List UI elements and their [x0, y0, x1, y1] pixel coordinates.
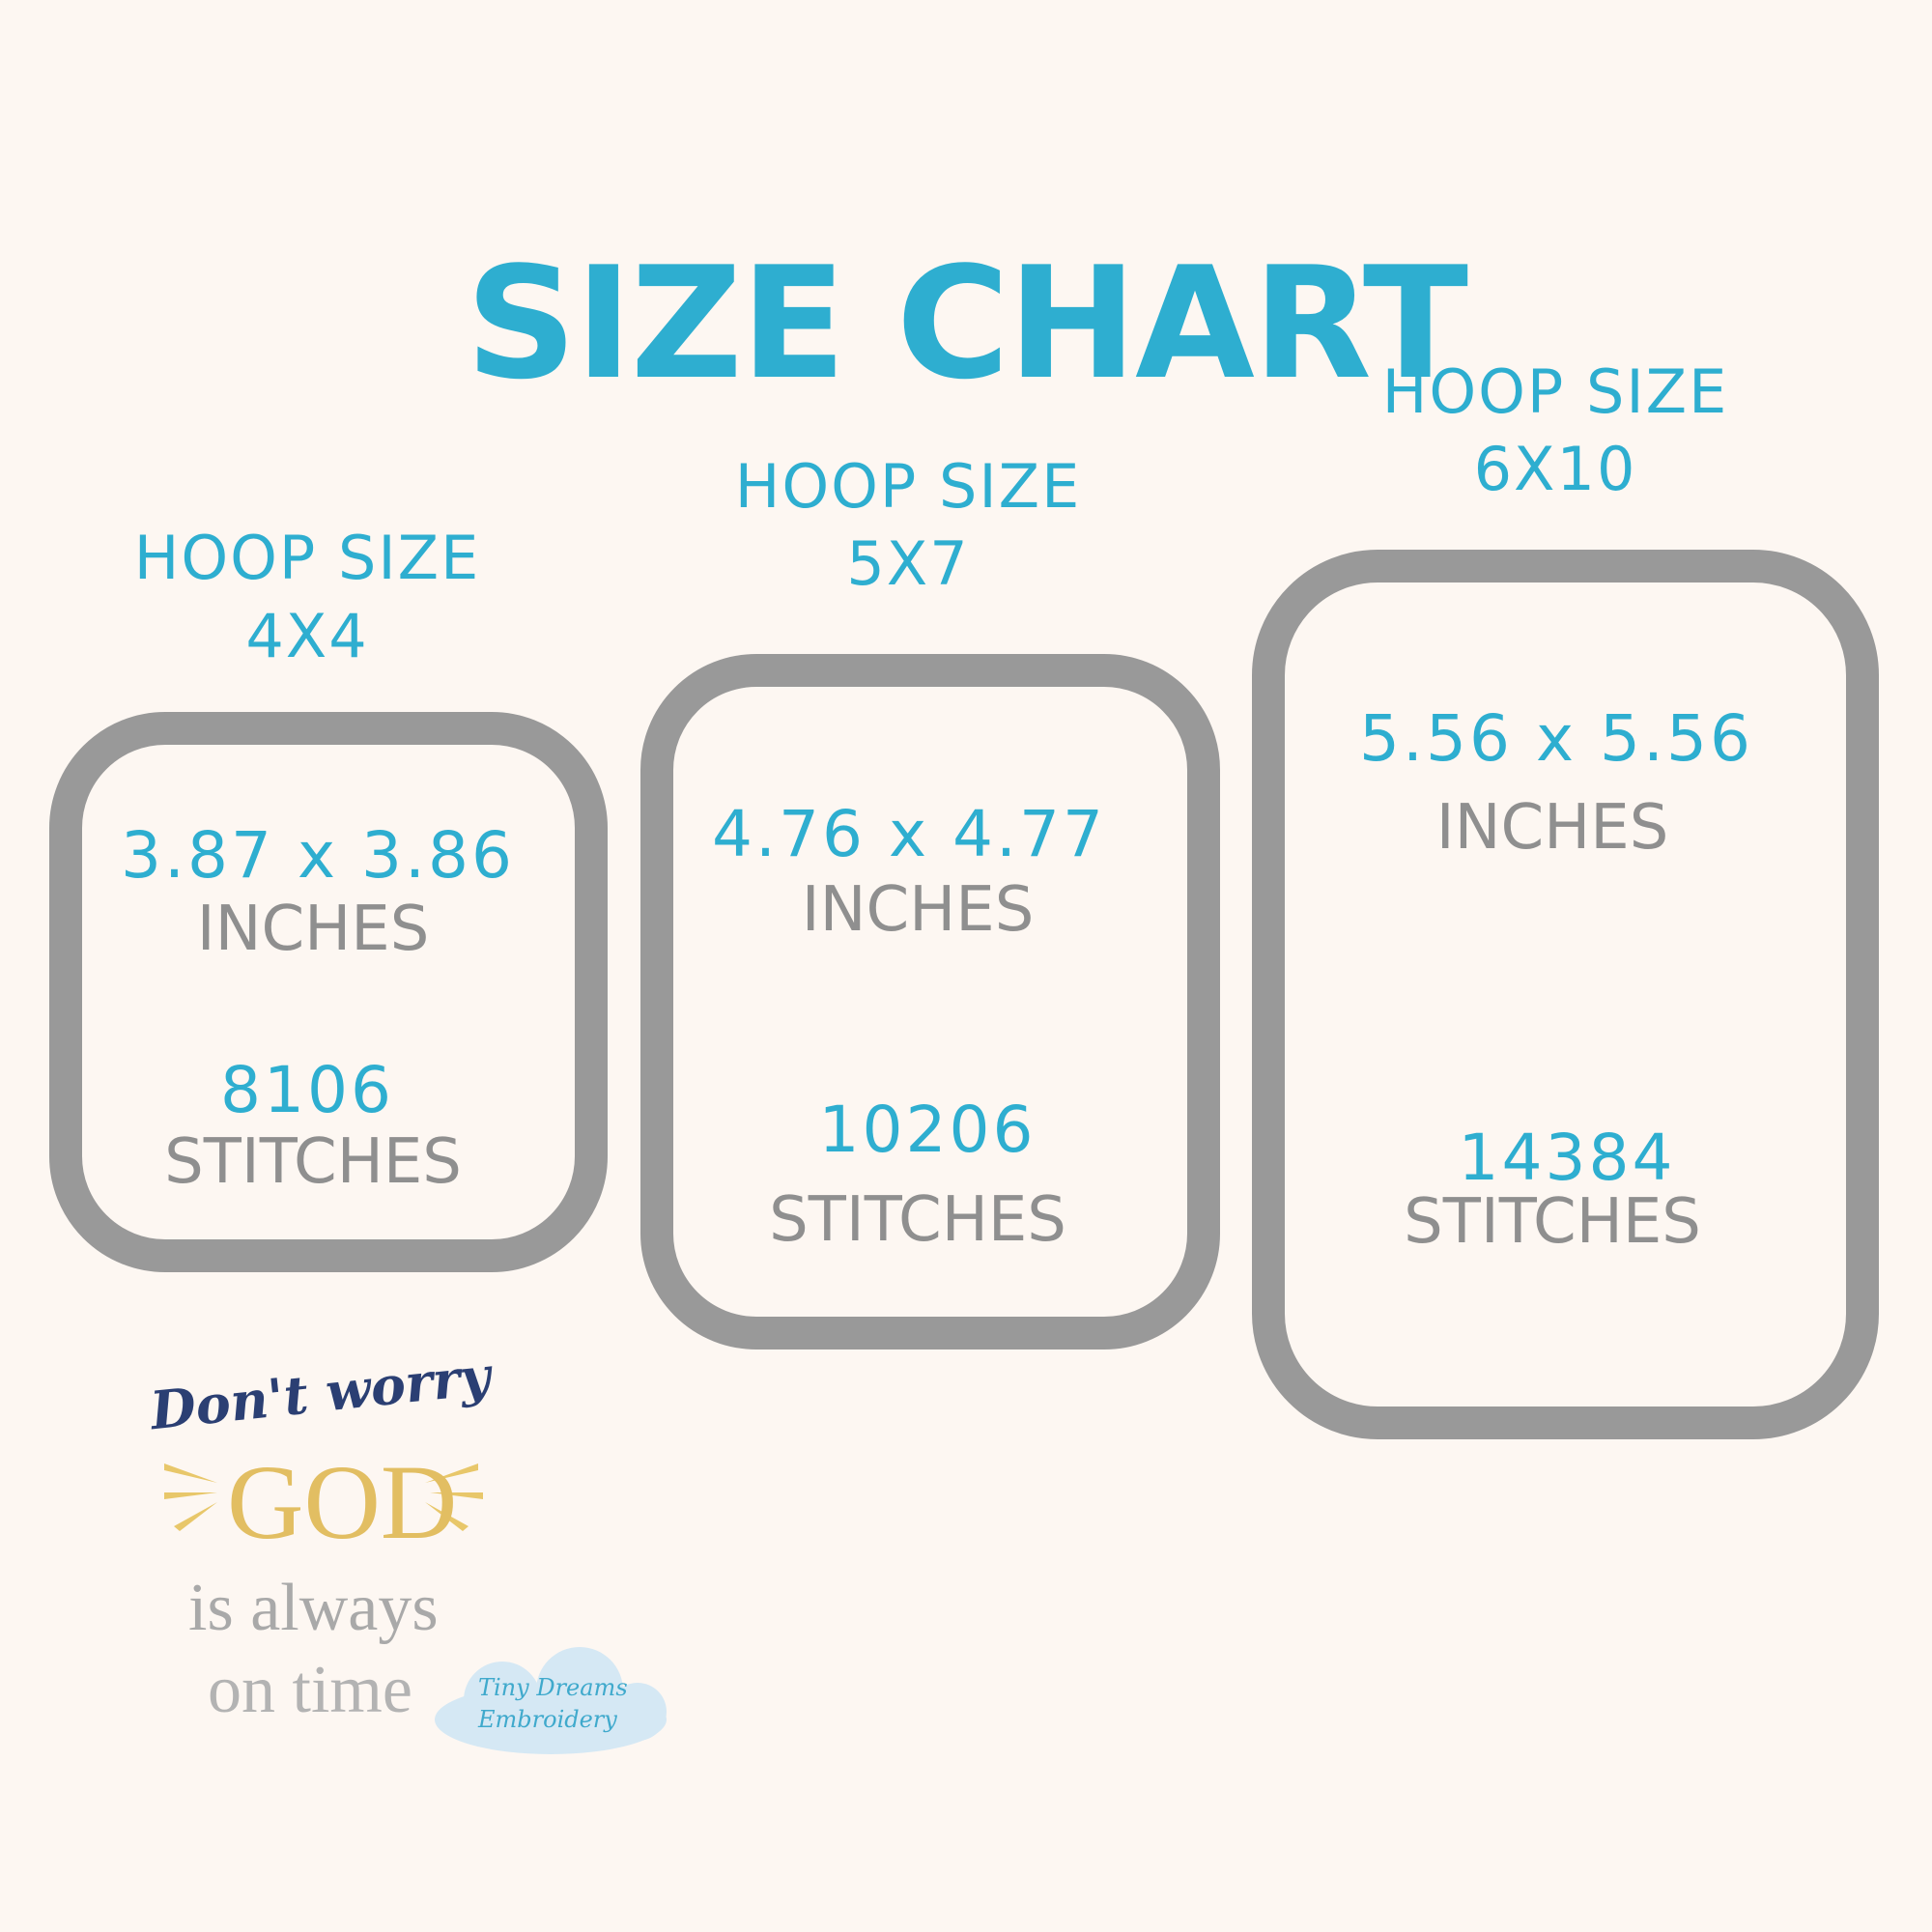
- stitch-count: 8106: [220, 1053, 394, 1127]
- sunburst-icon: [164, 1463, 483, 1531]
- design-line-2: GOD: [227, 1443, 458, 1561]
- hoop-label: HOOP SIZE: [734, 451, 1082, 522]
- hoop-label: HOOP SIZE: [1381, 356, 1729, 427]
- dimensions: 5.56 x 5.56: [1359, 701, 1753, 776]
- stitch-count: 10206: [818, 1093, 1037, 1167]
- hoop-frame-4x4: [49, 712, 608, 1272]
- hoop-frame-6x10: [1252, 550, 1879, 1439]
- watermark-line-2: Embroidery: [478, 1706, 617, 1733]
- hoop-size: 5X7: [846, 528, 970, 599]
- hoop-size: 6X10: [1473, 434, 1637, 504]
- dimensions: 4.76 x 4.77: [712, 797, 1106, 871]
- stitch-unit: STITCHES: [1404, 1186, 1701, 1258]
- hoop-label: HOOP SIZE: [133, 523, 481, 593]
- page-title: SIZE CHART: [465, 233, 1468, 413]
- stitch-unit: STITCHES: [769, 1184, 1066, 1256]
- stitch-unit: STITCHES: [164, 1126, 462, 1198]
- watermark-line-1: Tiny Dreams: [478, 1674, 628, 1701]
- hoop-size: 4X4: [245, 601, 369, 671]
- dimension-unit: INCHES: [801, 874, 1035, 946]
- stitch-count: 14384: [1458, 1121, 1676, 1195]
- design-preview: Don't worry GOD is always on time Tiny D…: [145, 1345, 686, 1758]
- dimensions: 3.87 x 3.86: [121, 818, 515, 893]
- cloud-icon: [164, 1463, 667, 1754]
- hoop-frame-5x7: [640, 654, 1220, 1350]
- design-line-3: is always: [188, 1571, 439, 1645]
- design-line-4: on time: [208, 1653, 412, 1727]
- dimension-unit: INCHES: [196, 894, 430, 965]
- dimension-unit: INCHES: [1435, 792, 1669, 864]
